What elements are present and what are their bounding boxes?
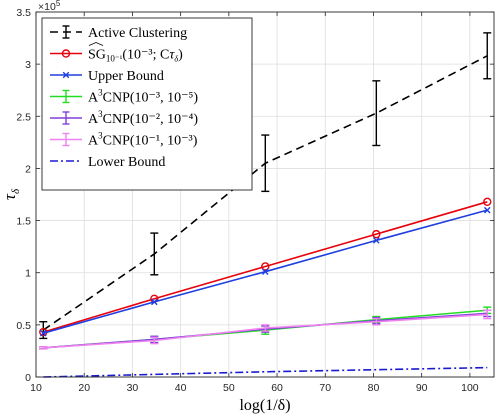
legend-item-0: Active Clustering <box>50 25 187 41</box>
axes: 10 20 30 40 50 60 70 80 90 100 0 0.5 1 1.5 2 2.5 3 3.5 <box>16 7 495 394</box>
legend: Active Clustering SG10⁻¹(10⁻³; Cτδ) Upper … <box>41 17 253 191</box>
x-tick-label: 20 <box>78 382 90 394</box>
data-point <box>151 298 158 306</box>
y-tick-label: 2 <box>25 163 31 175</box>
error-bar <box>483 32 492 80</box>
series-line <box>43 366 488 378</box>
series-6 <box>43 366 488 378</box>
legend-label: A3CNP(10⁻¹, 10⁻³) <box>88 131 198 149</box>
series-line <box>43 201 488 333</box>
x-tick-label: 50 <box>223 382 235 394</box>
y-tick-label: 3.5 <box>16 7 31 19</box>
data-point <box>372 229 381 239</box>
data-point <box>39 329 47 337</box>
legend-label: SG10⁻¹(10⁻³; Cτδ) <box>88 48 183 64</box>
x-tick-label: 30 <box>127 382 139 394</box>
x-tick-label: 10 <box>30 382 42 394</box>
error-bar <box>261 324 270 332</box>
error-bar <box>372 80 381 147</box>
legend-label: A3CNP(10⁻², 10⁻⁴) <box>88 109 198 127</box>
plot-area <box>39 32 492 378</box>
axes-frame <box>35 11 495 378</box>
x-tick-label: 80 <box>368 382 380 394</box>
y-tick-label: 2.5 <box>16 111 31 123</box>
legend-item-3: A3CNP(10⁻³, 10⁻⁵) <box>50 88 198 106</box>
error-bar <box>150 232 159 276</box>
legend-item-2: Upper Bound <box>50 69 164 84</box>
y-tick-label: 0.5 <box>16 320 31 332</box>
series-2 <box>39 206 491 337</box>
x-tick-label: 60 <box>271 382 283 394</box>
y-tick-label: 1.5 <box>16 216 31 228</box>
data-point <box>261 262 270 271</box>
series-5 <box>39 309 492 350</box>
legend-item-6: Lower Bound <box>50 155 165 170</box>
legend-item-4: A3CNP(10⁻², 10⁻⁴) <box>50 109 198 127</box>
data-point <box>261 268 269 275</box>
data-point <box>483 197 492 207</box>
y-tick-label: 1 <box>25 268 31 280</box>
x-tick-label: 100 <box>461 382 479 394</box>
legend-marker <box>62 71 70 79</box>
legend-label: Active Clustering <box>88 26 187 41</box>
y-tick-label: 3 <box>25 59 31 71</box>
series-0 <box>39 32 492 340</box>
x-tick-label: 40 <box>175 382 187 394</box>
x-tick-label: 70 <box>319 382 331 394</box>
y-axis-multiplier: ×105 <box>38 0 61 13</box>
legend-marker <box>61 49 71 58</box>
y-axis-label: τδ <box>0 188 22 200</box>
error-bar <box>372 317 381 326</box>
x-tick-label: 90 <box>416 382 428 394</box>
data-point <box>373 237 380 244</box>
error-bar <box>483 309 492 320</box>
legend-label: A3CNP(10⁻³, 10⁻⁵) <box>88 88 198 106</box>
legend-label: Lower Bound <box>88 155 165 170</box>
x-axis-label: log(1/δ) <box>239 397 290 414</box>
error-bar <box>261 134 270 193</box>
error-bar <box>39 346 48 350</box>
legend-label: Upper Bound <box>88 69 164 84</box>
legend-item-5: A3CNP(10⁻¹, 10⁻³) <box>50 131 198 149</box>
legend-hat-accent <box>88 42 104 46</box>
legend-item-1: SG10⁻¹(10⁻³; Cτδ) <box>50 42 183 64</box>
y-tick-label: 0 <box>25 372 31 384</box>
error-bar <box>150 336 159 345</box>
axis-labels: ×105 log(1/δ) τδ <box>0 0 291 414</box>
data-point <box>483 206 491 214</box>
